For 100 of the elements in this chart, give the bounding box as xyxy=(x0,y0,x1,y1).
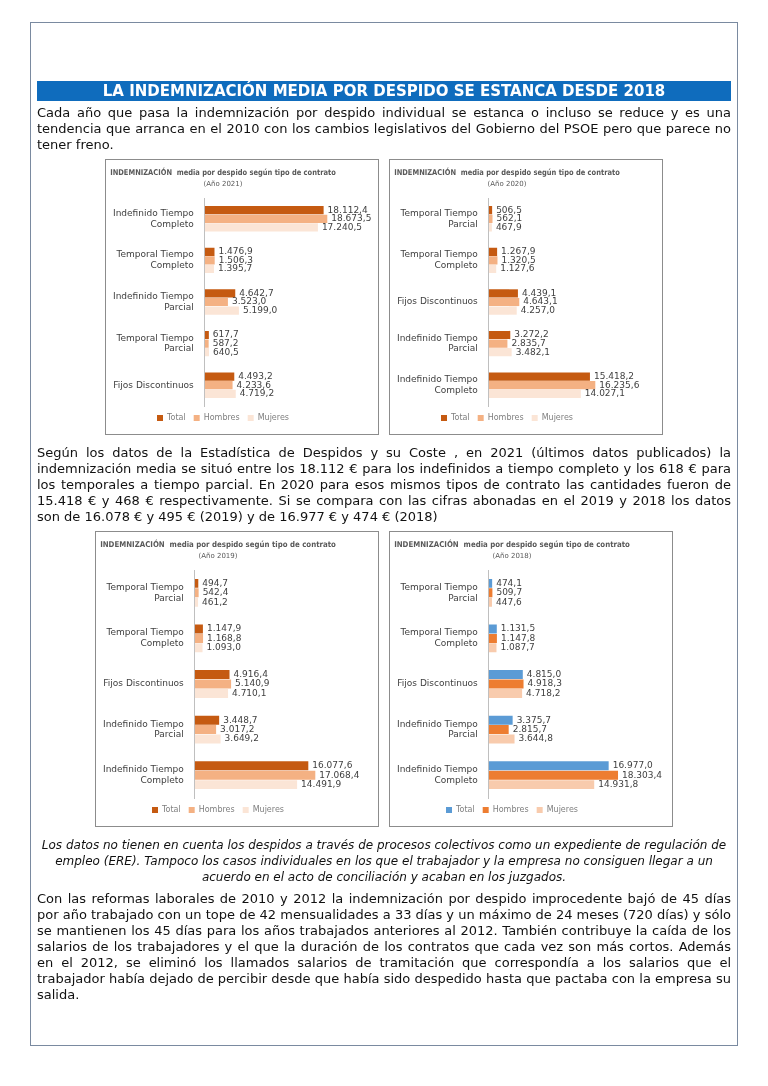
y-tick-label: Indefinido Tiempo Completo xyxy=(396,764,479,785)
data-label: 5.140,9 xyxy=(235,678,270,689)
data-label: 4.718,2 xyxy=(526,687,561,698)
y-tick-label: Fijos Discontinuos xyxy=(397,678,479,689)
y-tick-label: Indefinido Tiempo Parcial xyxy=(112,290,195,312)
bar xyxy=(204,206,324,215)
bar xyxy=(204,372,235,381)
data-label: 2.835,7 xyxy=(511,337,546,348)
legend-label: Hombres xyxy=(487,413,524,423)
y-tick-label: Temporal Tiempo Parcial xyxy=(399,581,479,603)
data-label: 587,2 xyxy=(212,337,239,348)
legend-label: Total xyxy=(450,413,470,423)
data-label: 1.476,9 xyxy=(218,246,254,257)
y-tick-label: Indefinido Tiempo Parcial xyxy=(102,718,185,740)
data-label: 562,1 xyxy=(496,213,523,224)
bar xyxy=(204,306,239,315)
data-label: 3.375,7 xyxy=(516,714,551,725)
bar xyxy=(194,734,221,744)
data-label: 4.719,2 xyxy=(239,388,275,399)
data-label: 3.017,2 xyxy=(220,723,255,734)
data-label: 4.439,1 xyxy=(521,287,557,298)
chart-title: INDEMNIZACIÓN media por despido según tipo de contrato xyxy=(394,539,630,549)
legend-label: Mujeres xyxy=(257,413,289,423)
data-label: 4.642,7 xyxy=(239,287,274,298)
bar xyxy=(488,256,498,265)
data-label: 4.710,1 xyxy=(232,687,267,698)
bar xyxy=(194,633,204,643)
bar xyxy=(488,770,619,780)
data-label: 2.815,7 xyxy=(512,723,548,734)
data-label: 14.027,1 xyxy=(584,388,625,399)
data-label: 5.199,0 xyxy=(242,304,278,315)
data-label: 16.977,0 xyxy=(612,760,654,771)
legend-label: Hombres xyxy=(203,413,240,423)
text: Los datos no tienen en cuenta los despidos a través de procesos colectivos como un expediente de regulación de empleo (ERE). Tampoco los casos individuales en los que el trabajador y la empresa no consiguen llegar a un acuerdo en el acto de conciliación y acaban en los juzgados. xyxy=(40,837,728,885)
data-label: 461,2 xyxy=(202,596,228,607)
data-label: 3.482,1 xyxy=(515,346,551,357)
y-tick-label: Indefinido Tiempo Completo xyxy=(102,764,185,785)
y-tick-label: Temporal Tiempo Parcial xyxy=(105,581,185,603)
data-label: 1.320,5 xyxy=(501,254,536,265)
bar xyxy=(488,297,520,307)
bar xyxy=(204,289,236,298)
bar xyxy=(488,289,518,298)
data-label: 1.506,3 xyxy=(218,254,254,265)
bar xyxy=(194,670,230,680)
bar xyxy=(194,761,309,771)
data-label: 3.448,7 xyxy=(223,714,258,725)
bar xyxy=(194,688,229,698)
bar xyxy=(204,264,214,274)
y-tick-label: Indefinido Tiempo Completo xyxy=(112,207,195,229)
bar xyxy=(194,780,298,790)
data-label: 16.235,6 xyxy=(599,379,640,390)
bar xyxy=(204,330,209,340)
chart-title: INDEMNIZACIÓN media por despido según tipo de contrato xyxy=(394,167,620,178)
y-tick-label: Temporal Tiempo Completo xyxy=(399,249,479,271)
y-tick-label: Fijos Discontinuos xyxy=(103,678,185,689)
bar xyxy=(488,339,508,348)
bar xyxy=(488,633,497,643)
bar xyxy=(488,389,581,398)
data-label: 1.395,7 xyxy=(217,263,253,274)
data-label: 18.303,4 xyxy=(622,769,663,780)
data-label: 640,5 xyxy=(213,346,239,357)
bar xyxy=(488,679,524,689)
data-label: 1.093,0 xyxy=(206,642,242,653)
data-label: 14.931,8 xyxy=(598,778,639,789)
legend-label: Mujeres xyxy=(546,805,578,815)
text: Según los datos de la Estadística de Despidos y su Coste , en 2021 (últimos datos publicados) la indemnización media se situó entre los 18.112 € para los indefinidos a tiempo completo y los 618 € para los temporales a tiempo parcial. En 2020 para esos mismos tipos de contrato las cantidades fueron de 15.418 € y 468 € respectivamente. Si se compara con las cifras abonadas en el 2019 y 2018 los datos son de 16.078 € y 495 € (2019) y de 16.977 € y 474 € (2018) xyxy=(37,445,731,525)
data-label: 447,6 xyxy=(495,596,523,607)
data-label: 15.418,2 xyxy=(593,370,635,381)
bar xyxy=(488,734,515,744)
bar xyxy=(204,339,209,348)
y-tick-label: Temporal Tiempo Completo xyxy=(105,627,185,649)
bar xyxy=(204,348,210,357)
data-label: 542,4 xyxy=(202,587,229,598)
data-label: 4.257,0 xyxy=(520,304,556,315)
data-label: 18.673,5 xyxy=(331,213,372,224)
bar xyxy=(204,381,233,390)
data-label: 1.127,6 xyxy=(500,263,535,274)
bar xyxy=(488,780,595,790)
bar xyxy=(488,381,596,390)
bar xyxy=(488,306,517,315)
bar xyxy=(194,770,316,780)
data-label: 1.131,5 xyxy=(500,623,536,634)
bar xyxy=(204,214,328,223)
data-label: 4.815,0 xyxy=(526,668,562,679)
data-label: 494,7 xyxy=(202,577,229,588)
data-label: 4.916,4 xyxy=(233,668,269,679)
data-label: 4.643,1 xyxy=(523,296,558,307)
text: LA INDEMNIZACIÓN MEDIA POR DESPIDO SE ESTANCA DESDE 2018 xyxy=(37,81,731,101)
data-label: 14.491,9 xyxy=(301,778,342,789)
y-tick-label: Temporal Tiempo Parcial xyxy=(115,332,195,354)
chart-title: INDEMNIZACIÓN media por despido según tipo de contrato xyxy=(100,539,336,549)
bar xyxy=(488,688,523,698)
bar xyxy=(488,247,498,256)
legend-label: Mujeres xyxy=(252,805,284,815)
text: Cada año que pasa la indemnización por despido individual se estanca o incluso se reduce y es una tendencia que arranca en el 2010 con los cambios legislativos del Gobierno del PSOE pero que parece no tener freno. xyxy=(37,105,731,153)
legend-label: Total xyxy=(455,805,475,815)
data-label: 506,5 xyxy=(496,204,522,215)
data-label: 1.087,7 xyxy=(500,642,535,653)
legend-label: Total xyxy=(161,805,181,815)
data-label: 17.068,4 xyxy=(319,769,360,780)
